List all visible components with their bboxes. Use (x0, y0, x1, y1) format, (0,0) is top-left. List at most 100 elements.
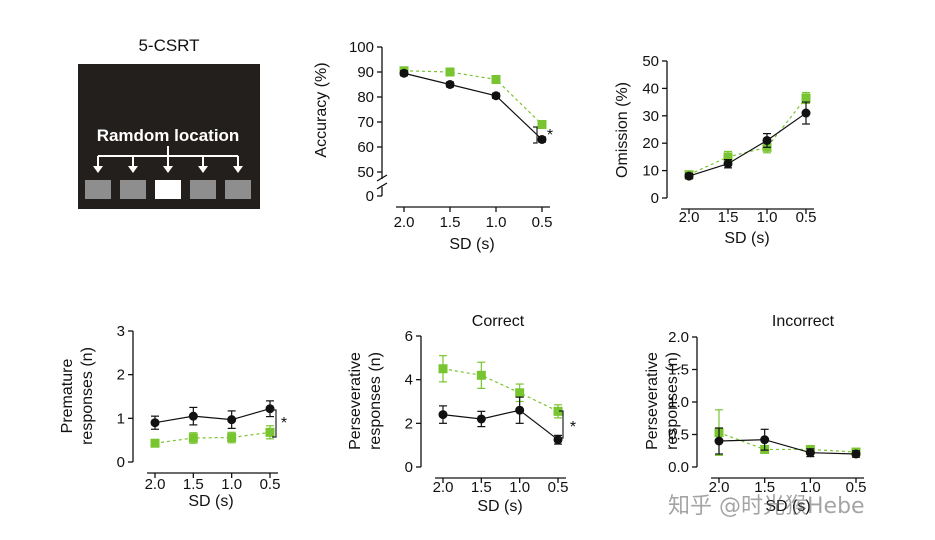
data-point (805, 448, 815, 458)
series-groupA (399, 68, 547, 144)
chart-perseverative-correct: 0 2 4 6 2.0 1.5 1.0 0.5 SD (s) Perseverative respo… (347, 313, 576, 515)
schematic-box (120, 180, 146, 199)
x-tick-label: 2.0 (145, 476, 166, 493)
series-line (403, 72, 543, 140)
data-point (476, 414, 486, 424)
x-tick-label: 1.5 (718, 209, 739, 226)
y-axis-label: Premature responses (n) (59, 347, 96, 445)
watermark-text: 知乎 @时光猴Hebe (668, 494, 865, 519)
x-axis-label: SD (s) (449, 236, 494, 253)
y-tick-label: 0 (405, 459, 413, 476)
data-point (265, 427, 275, 437)
significance-bracket (533, 126, 538, 144)
y-axis-label: Perseverative responses (n) (644, 352, 681, 450)
series-groupA (438, 396, 563, 445)
data-point (515, 405, 525, 415)
data-point (762, 135, 772, 145)
data-point (851, 449, 861, 459)
data-point (723, 159, 733, 169)
data-point (476, 370, 486, 380)
schematic-arrow-head (233, 166, 243, 173)
y-axis-label-line: responses (n) (664, 352, 681, 450)
y-axis-label-line: responses (n) (367, 352, 384, 450)
x-tick-label: 1.0 (486, 214, 507, 231)
x-tick-label: 2.0 (709, 479, 730, 496)
chart-omission: 0 10 20 30 40 50 2.0 1.5 1.0 0.5 SD (s) Omission (%… (614, 53, 816, 247)
x-tick-label: 1.5 (754, 479, 775, 496)
data-point (438, 364, 448, 374)
x-tick-label: 1.0 (509, 479, 530, 496)
y-axis-label-line: Perseverative (347, 352, 364, 450)
data-point (553, 406, 563, 416)
axis-break-mark (376, 174, 388, 190)
schematic-box (85, 180, 111, 199)
schematic-box (190, 180, 216, 199)
series-line (688, 97, 807, 176)
series-line (442, 409, 559, 441)
schematic-arrow-head (93, 166, 103, 173)
chart-premature: 0 1 2 3 2.0 1.5 1.0 0.5 SD (s) Premature responses… (59, 323, 287, 510)
data-point (150, 438, 160, 448)
x-tick-label: 0.5 (260, 476, 281, 493)
significance-star: * (547, 127, 553, 144)
series-line (154, 408, 271, 424)
data-point (399, 68, 409, 78)
schematic-arrow-head (163, 166, 173, 173)
y-tick-label: 50 (642, 53, 659, 70)
data-point (537, 120, 547, 129)
series-groupB (150, 425, 275, 448)
y-axis-label-line: Premature (59, 359, 76, 434)
x-axis-label: SD (s) (724, 230, 769, 247)
schematic-target-box (155, 180, 181, 199)
y-axis-label-line: Perseverative (644, 352, 661, 450)
y-tick-label: 0.0 (668, 459, 689, 476)
y-tick-label: 4 (405, 372, 413, 389)
data-point (553, 435, 563, 445)
y-axis-label-line: responses (n) (79, 347, 96, 445)
x-tick-label: 2.0 (679, 209, 700, 226)
series-line (688, 112, 807, 177)
chart-title: Incorrect (772, 313, 835, 330)
data-point (515, 388, 525, 398)
data-point (537, 135, 547, 144)
series-groupB (684, 91, 811, 180)
x-tick-label: 2.0 (394, 214, 415, 231)
chart-accuracy: 100 90 80 70 60 50 0 2.0 1.5 1.0 0.5 SD (s) Accuracy… (313, 39, 553, 253)
data-point (438, 410, 448, 420)
significance-star: * (281, 415, 287, 432)
y-tick-label: 10 (642, 163, 659, 180)
y-tick-label: 50 (357, 164, 374, 181)
series-groupA (714, 427, 861, 459)
y-tick-label: 0 (366, 188, 374, 205)
y-tick-label: 70 (357, 114, 374, 131)
x-tick-label: 0.5 (532, 214, 553, 231)
y-tick-label: 1.5 (668, 362, 689, 379)
y-axis-label: Omission (%) (614, 82, 631, 178)
y-tick-label: 80 (357, 89, 374, 106)
y-tick-label: 6 (405, 328, 413, 345)
y-axis-label: Perseverative responses (n) (347, 352, 384, 450)
data-point (227, 433, 237, 443)
y-tick-label: 30 (642, 108, 659, 125)
x-tick-label: 1.5 (183, 476, 204, 493)
x-tick-label: 2.0 (433, 479, 454, 496)
schematic-title: 5-CSRT (138, 36, 200, 55)
y-tick-label: 1 (117, 410, 125, 427)
y-tick-label: 20 (642, 135, 659, 152)
chart-title: Correct (472, 313, 525, 330)
series-line (442, 368, 559, 412)
series-groupB (438, 355, 563, 419)
data-point (491, 91, 501, 101)
significance-star: * (570, 419, 576, 436)
schematic-diagram: Ramdom location (85, 126, 251, 199)
schematic-arrow-head (198, 166, 208, 173)
series-line (718, 431, 857, 453)
x-tick-label: 1.5 (440, 214, 461, 231)
data-point (445, 67, 455, 77)
data-point (445, 80, 455, 89)
data-point (801, 93, 811, 103)
x-tick-label: 1.0 (221, 476, 242, 493)
y-tick-label: 40 (642, 80, 659, 97)
schematic-label: Ramdom location (97, 126, 240, 145)
